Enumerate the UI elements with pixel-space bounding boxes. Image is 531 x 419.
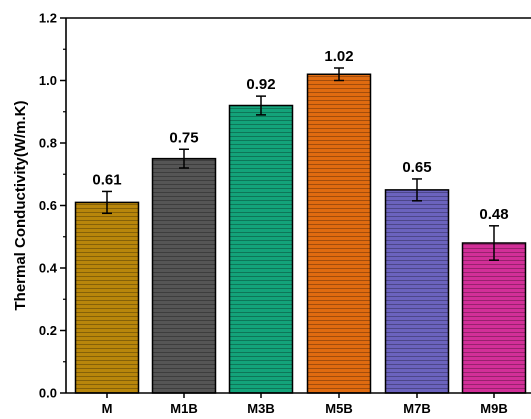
data-label-M5B: 1.02 [324, 48, 353, 65]
error-bar-M3B [256, 95, 266, 116]
y-tick-label: 1.0 [39, 73, 57, 88]
data-label-M: 0.61 [92, 171, 121, 188]
data-labels-layer: 0.61 0.75 0.92 1.02 0.65 0.48 [92, 48, 508, 223]
x-tick-label-M3B: M3B [247, 401, 274, 416]
y-tick-label: 0.2 [39, 323, 57, 338]
y-tick-label: 0.4 [39, 261, 58, 276]
error-bar-M9B [489, 225, 499, 261]
error-bar-M1B [179, 148, 189, 169]
bar-M3B [228, 104, 294, 394]
bar-M9B [461, 242, 527, 394]
x-tick-label-M9B: M9B [480, 401, 507, 416]
y-axis-title: Thermal Conductivity(W/m.K) [12, 100, 29, 310]
bar-M [74, 201, 140, 394]
y-tick-label: 1.2 [39, 11, 57, 26]
x-tick-label-M7B: M7B [403, 401, 430, 416]
x-tick-label-M5B: M5B [325, 401, 352, 416]
bar-M7B [384, 189, 450, 394]
data-label-M7B: 0.65 [402, 159, 431, 176]
data-label-M9B: 0.48 [479, 206, 508, 223]
y-tick-label: 0.6 [39, 198, 57, 213]
x-tick-label-M: M [102, 401, 113, 416]
bar-M5B [306, 73, 372, 394]
x-tick-label-M1B: M1B [170, 401, 197, 416]
error-bars-layer [102, 67, 499, 261]
data-label-M3B: 0.92 [246, 76, 275, 93]
y-tick-label: 0.8 [39, 136, 57, 151]
bars-layer [74, 73, 527, 394]
data-label-M1B: 0.75 [169, 129, 198, 146]
error-bar-M5B [334, 67, 344, 82]
axes-layer: 0.0 0.2 0.4 0.6 0.8 1.0 1.2 M M1B M3B M5B M7B M9B [39, 11, 531, 416]
y-tick-label: 0.0 [39, 386, 57, 401]
error-bar-M [102, 190, 112, 215]
error-bar-M7B [412, 178, 422, 202]
bar-M1B [151, 157, 217, 394]
